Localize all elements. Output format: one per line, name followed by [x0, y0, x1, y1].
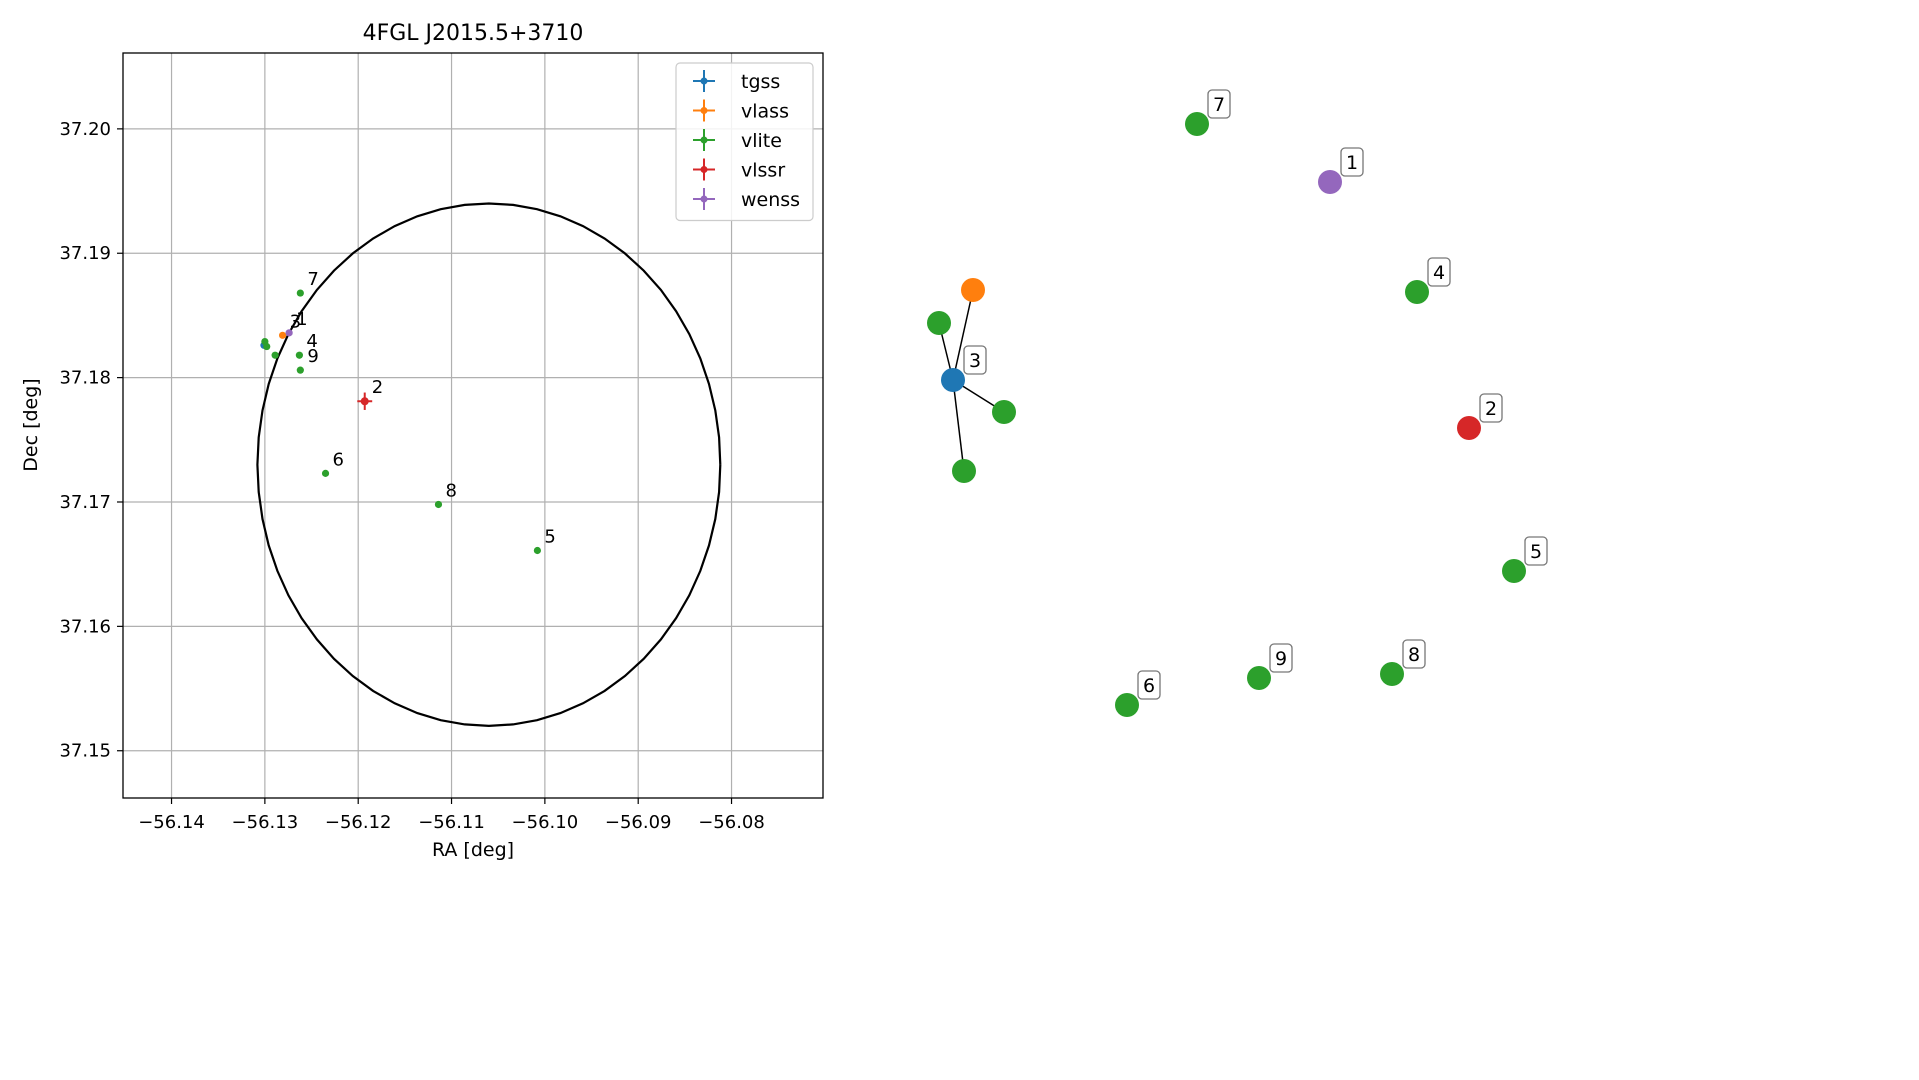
chart-title: 4FGL J2015.5+3710	[363, 21, 584, 46]
legend-marker-dot	[700, 166, 708, 173]
point-vlite	[271, 351, 279, 359]
point-label: 4	[306, 331, 317, 352]
network-node	[1457, 416, 1481, 440]
point-label: 3	[290, 311, 301, 332]
point-vlite	[434, 500, 443, 509]
node-label: 1	[1346, 152, 1358, 174]
node-label-box	[1269, 643, 1293, 673]
node-label: 2	[1485, 398, 1497, 420]
network-node	[1380, 662, 1404, 686]
network-panel: 7 1 4 2 5 8 9 6 3	[927, 89, 1548, 717]
y-tick-label: 37.15	[59, 741, 111, 762]
x-tick-label: −56.10	[512, 812, 579, 833]
legend-label: tgss	[741, 71, 780, 93]
legend-marker-dot	[700, 136, 708, 144]
legend-label: vlssr	[741, 160, 785, 182]
point-vlite	[296, 366, 304, 374]
network-node	[1405, 280, 1429, 304]
network-node	[992, 400, 1016, 424]
y-tick-label: 37.16	[59, 616, 111, 637]
legend-label: wenss	[741, 189, 800, 211]
scatter-panel: 4FGL J2015.5+3710 37 49 6 8 5 2 1 −56.14 −56.13…	[20, 21, 824, 861]
y-axis-label: Dec [deg]	[20, 378, 42, 471]
legend-box	[675, 62, 814, 222]
ellipse-outline	[256, 202, 722, 728]
legend-marker-dot	[700, 77, 708, 85]
point-label: 9	[307, 346, 318, 367]
x-axis-label: RA [deg]	[432, 839, 514, 861]
legend-marker-dot	[700, 195, 708, 203]
point-label: 5	[544, 526, 555, 547]
x-tick-label: −56.09	[605, 812, 672, 833]
point-vlite	[295, 351, 303, 359]
x-tick-label: −56.12	[325, 812, 392, 833]
point-label: 2	[372, 377, 383, 398]
network-node	[1247, 666, 1271, 690]
network-edge	[952, 289, 974, 381]
y-axis-ticks: 37.15 37.16 37.17 37.18 37.19 37.20	[59, 119, 123, 762]
network-node	[952, 459, 976, 483]
point-vlite	[533, 546, 542, 555]
legend-label: vlass	[741, 101, 789, 123]
network-node	[1115, 693, 1139, 717]
y-tick-label: 37.19	[59, 243, 111, 264]
point-wenss	[285, 329, 293, 337]
point-vlite	[263, 342, 271, 351]
network-node	[927, 311, 951, 335]
node-label: 6	[1143, 675, 1155, 697]
node-label: 9	[1275, 648, 1287, 670]
network-node	[1185, 112, 1209, 136]
x-tick-label: −56.08	[698, 812, 765, 833]
network-edge	[952, 379, 965, 472]
node-label-box	[1207, 89, 1231, 119]
point-vlass	[279, 331, 287, 339]
node-label-box	[1340, 147, 1364, 177]
point-vlssr	[360, 397, 369, 406]
node-label-box	[1524, 536, 1548, 566]
node-label: 8	[1408, 644, 1420, 666]
point-vlite	[296, 289, 304, 297]
node-label-box	[963, 345, 987, 375]
plot-frame	[122, 52, 824, 799]
node-label: 5	[1530, 541, 1542, 563]
point-label: 1	[296, 309, 307, 330]
node-label: 4	[1433, 262, 1445, 284]
node-label-box	[1427, 257, 1451, 287]
legend-marker-dot	[700, 107, 708, 114]
y-tick-label: 37.20	[59, 119, 111, 140]
node-label-box	[1402, 639, 1426, 669]
x-axis-ticks: −56.14 −56.13 −56.12 −56.11 −56.10 −56.09 −56.…	[138, 798, 765, 833]
node-label: 3	[969, 350, 981, 372]
legend-label: vlite	[741, 130, 782, 152]
x-tick-label: −56.13	[232, 812, 299, 833]
network-node	[961, 278, 985, 302]
point-label: 7	[307, 269, 318, 290]
y-tick-label: 37.17	[59, 492, 111, 513]
node-label: 7	[1213, 94, 1225, 116]
x-tick-label: −56.11	[418, 812, 485, 833]
data-points: 37 49 6 8 5 2 1	[260, 269, 556, 555]
y-tick-label: 37.18	[59, 368, 111, 389]
error-ellipse	[256, 202, 722, 728]
network-node	[1318, 170, 1342, 194]
network-node	[1502, 559, 1526, 583]
network-nodes: 7 1 4 2 5 8 9 6 3	[927, 89, 1548, 717]
node-label-box	[1137, 670, 1161, 700]
node-label-box	[1479, 393, 1503, 423]
x-tick-label: −56.14	[138, 812, 205, 833]
network-node	[941, 368, 965, 392]
point-label: 6	[333, 449, 344, 470]
point-label: 8	[445, 480, 456, 501]
point-vlite	[321, 469, 330, 477]
legend: tgss vlass vlite vlssr wenss	[675, 62, 814, 222]
